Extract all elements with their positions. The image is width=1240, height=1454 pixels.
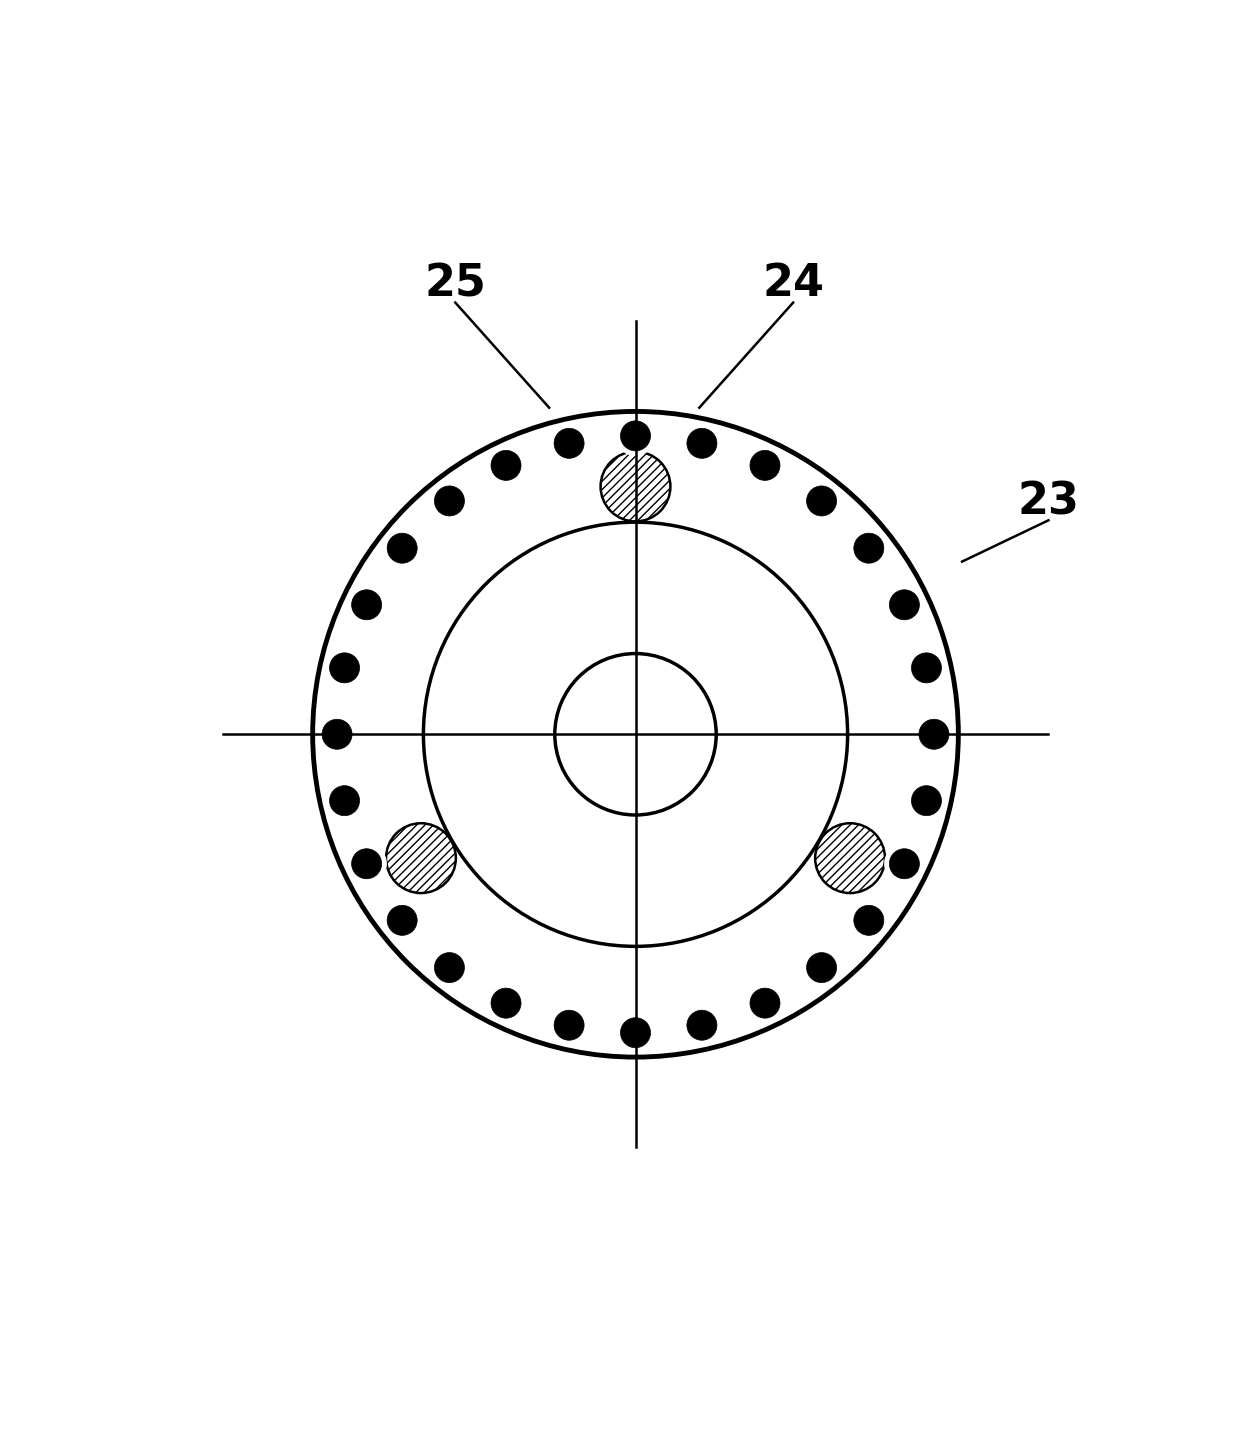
Circle shape (906, 647, 946, 688)
Circle shape (687, 1011, 717, 1040)
Circle shape (325, 781, 365, 822)
Circle shape (486, 445, 526, 486)
Circle shape (312, 411, 959, 1057)
Circle shape (750, 989, 780, 1018)
Circle shape (434, 952, 465, 983)
Circle shape (352, 590, 382, 619)
Circle shape (429, 948, 470, 987)
Circle shape (911, 785, 941, 816)
Circle shape (815, 823, 885, 893)
Circle shape (745, 445, 785, 486)
Circle shape (682, 1005, 722, 1045)
Circle shape (815, 823, 885, 894)
Circle shape (745, 983, 785, 1024)
Circle shape (801, 481, 842, 521)
Circle shape (914, 714, 955, 755)
Circle shape (346, 843, 387, 884)
Circle shape (906, 781, 946, 822)
Circle shape (554, 429, 584, 458)
Circle shape (554, 653, 717, 816)
Text: 25: 25 (424, 262, 486, 305)
Circle shape (549, 1005, 589, 1045)
Circle shape (884, 843, 925, 884)
Circle shape (386, 823, 456, 894)
Circle shape (387, 906, 417, 935)
Circle shape (486, 983, 526, 1024)
Circle shape (620, 420, 651, 451)
Circle shape (848, 900, 889, 941)
Circle shape (429, 481, 470, 521)
Circle shape (330, 653, 360, 683)
Circle shape (884, 585, 925, 625)
Circle shape (382, 900, 423, 941)
Circle shape (620, 1018, 651, 1048)
Circle shape (806, 486, 837, 516)
Circle shape (750, 451, 780, 480)
Circle shape (491, 989, 521, 1018)
Circle shape (854, 906, 884, 935)
Circle shape (325, 647, 365, 688)
Circle shape (434, 486, 465, 516)
Circle shape (322, 720, 352, 749)
Circle shape (549, 423, 589, 464)
Circle shape (615, 1012, 656, 1053)
Circle shape (600, 452, 671, 522)
Circle shape (806, 952, 837, 983)
Circle shape (352, 849, 382, 878)
Circle shape (382, 528, 423, 569)
Circle shape (600, 451, 671, 522)
Circle shape (889, 590, 919, 619)
Circle shape (854, 534, 884, 563)
Circle shape (346, 585, 387, 625)
Circle shape (386, 823, 456, 893)
Circle shape (491, 451, 521, 480)
Text: 24: 24 (763, 262, 825, 305)
Circle shape (682, 423, 722, 464)
Circle shape (889, 849, 919, 878)
Circle shape (387, 534, 417, 563)
Circle shape (919, 720, 949, 749)
Circle shape (615, 416, 656, 457)
Circle shape (687, 429, 717, 458)
Circle shape (330, 785, 360, 816)
Circle shape (316, 714, 357, 755)
Circle shape (801, 948, 842, 987)
Circle shape (554, 1011, 584, 1040)
Circle shape (911, 653, 941, 683)
Circle shape (312, 411, 959, 1057)
Circle shape (848, 528, 889, 569)
Text: 23: 23 (1018, 480, 1079, 523)
